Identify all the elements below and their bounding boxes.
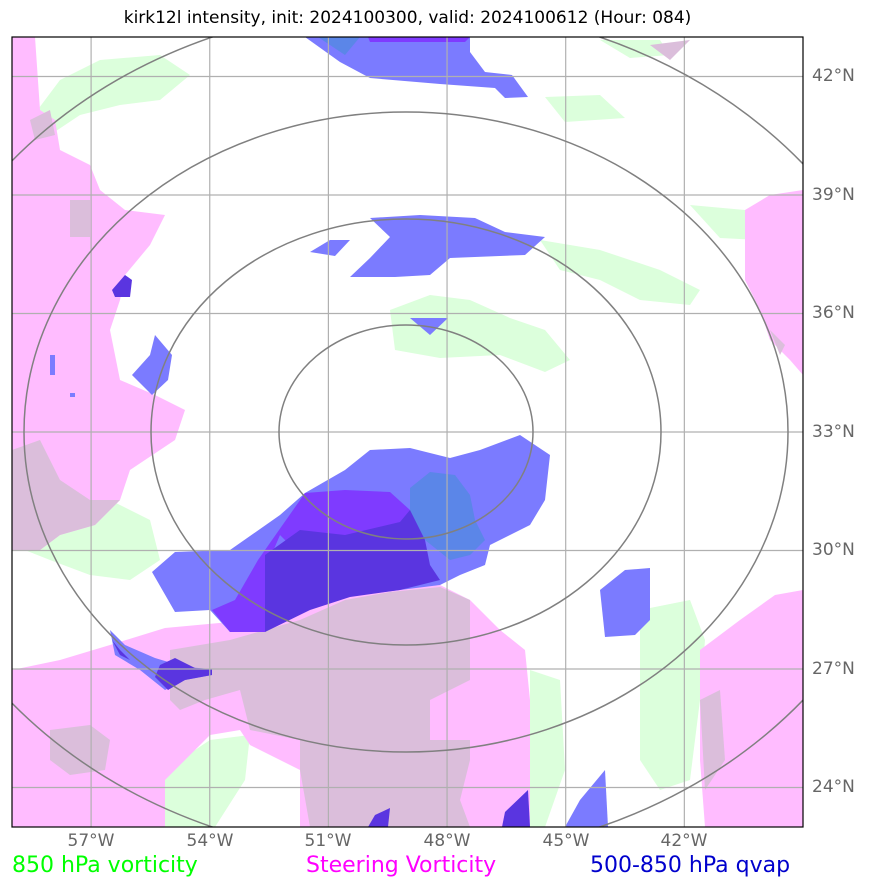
lat-label-39n: 39°N xyxy=(812,185,855,205)
lat-label-24n: 24°N xyxy=(812,777,855,797)
qvap-violet-fill xyxy=(212,37,470,632)
lon-label-57w: 57°W xyxy=(67,831,115,851)
lon-label-51w: 51°W xyxy=(304,831,352,851)
lat-label-33n: 33°N xyxy=(812,422,855,442)
legend-qvap: 500-850 hPa qvap xyxy=(590,853,791,878)
lon-label-42w: 42°W xyxy=(660,831,708,851)
lon-label-45w: 45°W xyxy=(542,831,590,851)
lat-label-27n: 27°N xyxy=(812,659,855,679)
map-title: kirk12l intensity, init: 2024100300, val… xyxy=(123,8,692,28)
range-rings xyxy=(12,37,803,827)
lon-label-54w: 54°W xyxy=(186,831,234,851)
lon-label-48w: 48°W xyxy=(423,831,471,851)
plot-frame xyxy=(11,36,804,828)
lat-label-42n: 42°N xyxy=(812,66,855,86)
legend-steering-vorticity: Steering Vorticity xyxy=(306,853,497,878)
qvap-dark-fill xyxy=(112,275,530,827)
lat-label-30n: 30°N xyxy=(812,540,855,560)
legend-850-vorticity: 850 hPa vorticity xyxy=(12,853,198,878)
lat-label-36n: 36°N xyxy=(812,303,855,323)
graticule xyxy=(12,37,803,827)
